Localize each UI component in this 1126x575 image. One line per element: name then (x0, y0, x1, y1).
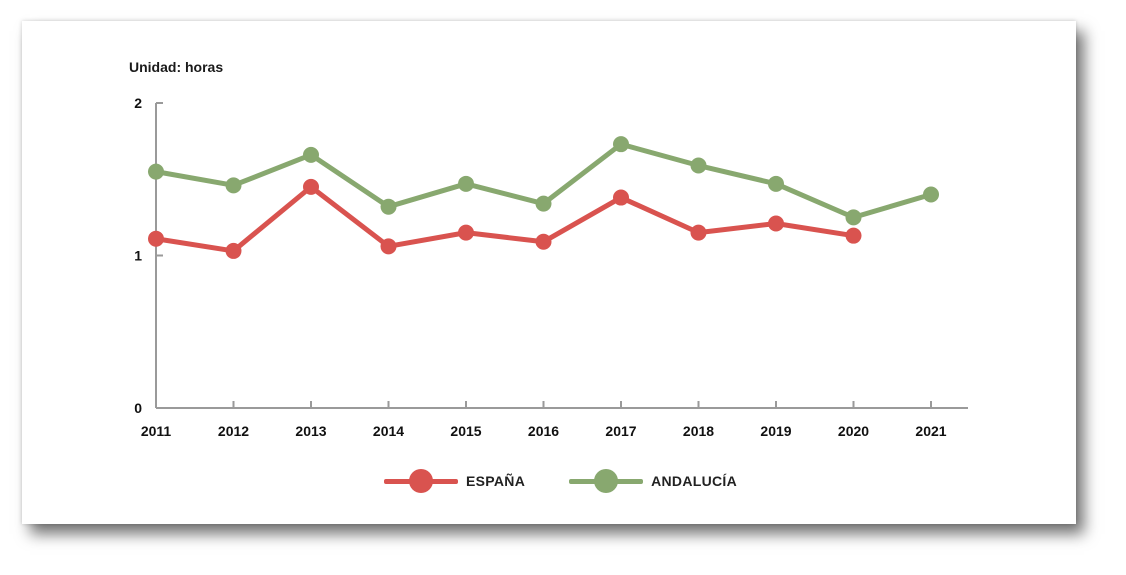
x-tick-label-5: 2016 (528, 423, 559, 439)
series-0-point-7 (690, 224, 707, 241)
legend-item-1: ANDALUCÍA (569, 469, 737, 493)
series-1-point-3 (380, 198, 397, 215)
x-tick-label-9: 2020 (838, 423, 869, 439)
series-0-point-1 (225, 242, 242, 259)
x-tick-label-3: 2014 (373, 423, 404, 439)
series-0-point-8 (768, 215, 784, 232)
legend: ESPAÑA ANDALUCÍA (384, 467, 737, 495)
series-line-0 (153, 184, 856, 254)
legend-swatch-1 (569, 469, 644, 493)
series-0-point-3 (380, 238, 397, 255)
series-1-point-4 (458, 175, 474, 192)
series-1-point-5 (535, 195, 552, 212)
series-0-point-2 (303, 178, 319, 195)
x-tick-label-0: 2011 (141, 423, 172, 439)
x-tick-label-10: 2021 (915, 423, 946, 439)
y-tick-label-2: 2 (134, 95, 142, 111)
x-tick-label-6: 2017 (605, 423, 636, 439)
series-1-point-1 (225, 177, 242, 194)
x-tick-label-1: 2012 (218, 423, 249, 439)
legend-item-0: ESPAÑA (384, 469, 525, 493)
x-tick-label-2: 2013 (295, 423, 326, 439)
x-tick-label-8: 2019 (760, 423, 791, 439)
legend-label-1: ANDALUCÍA (651, 473, 738, 489)
chart-card: Unidad: horas 0 1 2 2011 2012 2013 2014 2015 201… (22, 21, 1076, 524)
series-0-point-9 (845, 227, 862, 244)
series-0-point-6 (613, 189, 629, 206)
x-tick-label-7: 2018 (683, 423, 714, 439)
series-0-point-5 (535, 233, 552, 250)
x-tick-label-4: 2015 (450, 423, 481, 439)
legend-swatch-0 (384, 469, 458, 493)
series-1-point-7 (690, 157, 707, 174)
line-chart: 0 1 2 2011 2012 2013 2014 2015 2016 2017 2018 2019 2… (134, 95, 968, 439)
y-tick-label-1: 1 (134, 248, 142, 264)
series-1-point-6 (613, 136, 629, 153)
series-1-point-10 (923, 186, 939, 203)
series-1-point-0 (148, 163, 164, 180)
legend-label-0: ESPAÑA (466, 473, 526, 489)
series-0-point-4 (458, 224, 474, 241)
series-1-point-9 (845, 209, 862, 226)
series-1-point-2 (303, 146, 319, 163)
series-1-point-8 (768, 175, 784, 192)
y-tick-label-0: 0 (134, 400, 142, 416)
unit-label: Unidad: horas (129, 59, 224, 75)
series-0-point-0 (148, 230, 164, 247)
